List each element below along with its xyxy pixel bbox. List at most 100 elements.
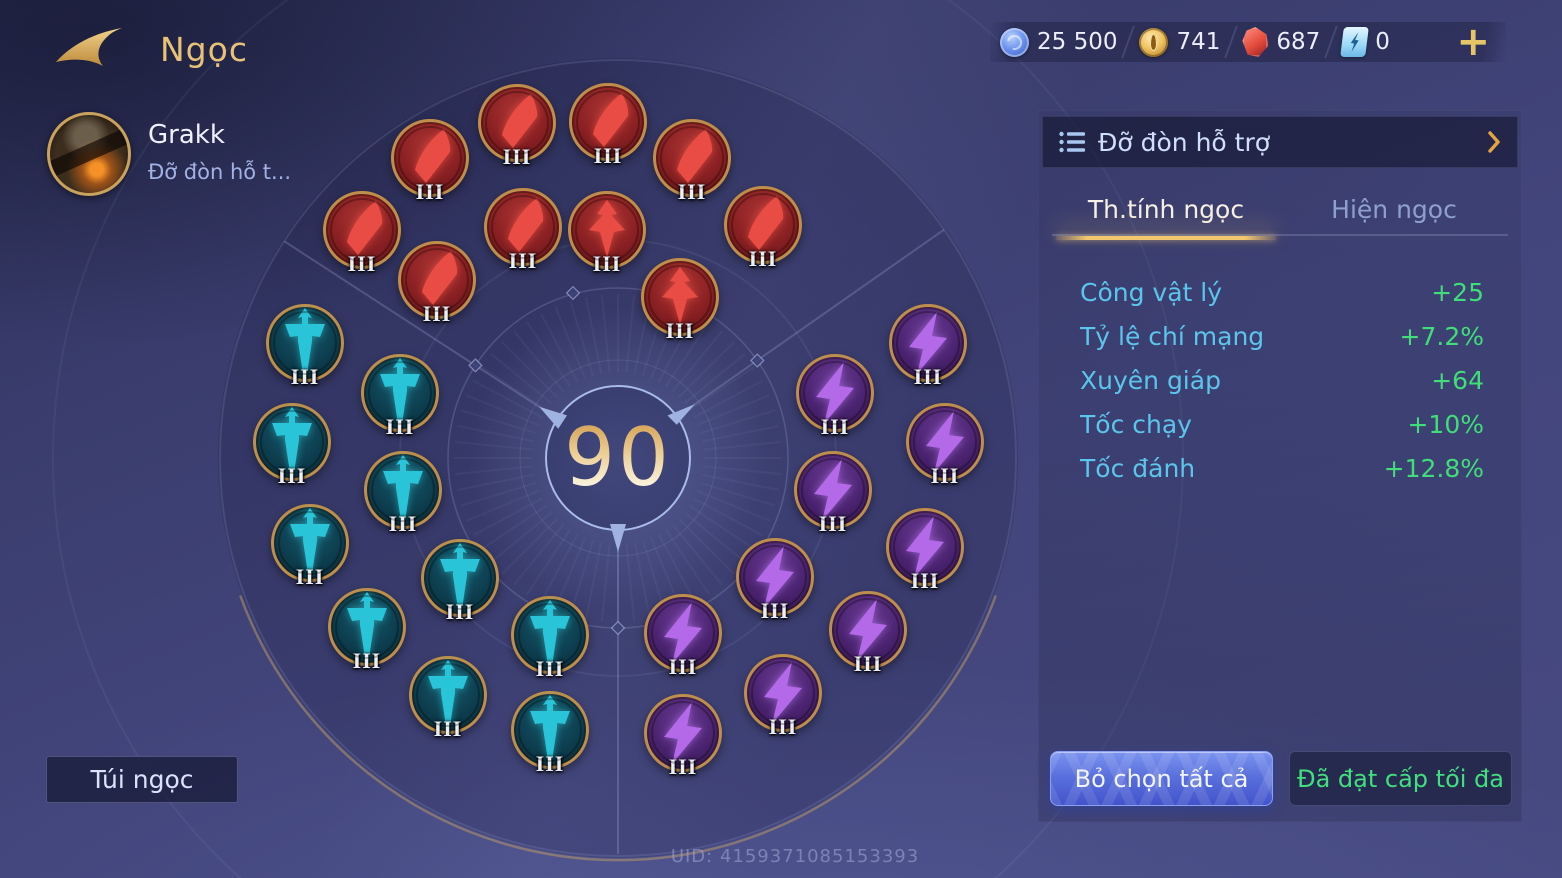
gem-level-label: III (502, 144, 532, 169)
rune-panel: Đỡ đòn hỗ trợ Th.tính ngọc Hiện ngọc Côn… (1038, 110, 1522, 822)
stats-list: Công vật lý +25 Tỷ lệ chí mạng +7.2% Xuy… (1080, 270, 1484, 490)
stat-value: +10% (1407, 409, 1484, 439)
back-button[interactable] (50, 24, 128, 72)
gem-purple[interactable]: III (906, 403, 984, 488)
jagged-icon (589, 200, 625, 258)
deselect-all-button[interactable]: Bỏ chọn tất cả (1050, 751, 1273, 806)
gem-level-label: III (433, 716, 463, 741)
gem-level-label: III (277, 463, 307, 488)
gem-red[interactable]: III (569, 83, 647, 168)
stat-row: Tốc đánh +12.8% (1080, 446, 1484, 490)
bolt-icon (664, 702, 702, 764)
gem-level-label: III (388, 511, 418, 536)
bolt-icon (926, 411, 964, 473)
total-rune-level: 90 (564, 411, 672, 504)
gem-red[interactable]: III (641, 258, 719, 343)
gem-purple[interactable]: III (829, 591, 907, 676)
gem-teal[interactable]: III (271, 504, 349, 589)
gem-red[interactable]: III (323, 191, 401, 276)
gem-level-label: III (677, 179, 707, 204)
tab-label: Th.tính ngọc (1087, 195, 1245, 224)
gem-level-label: III (768, 714, 798, 739)
gem-teal[interactable]: III (421, 539, 499, 624)
gem-red[interactable]: III (568, 191, 646, 276)
add-currency-button[interactable]: + (1456, 19, 1490, 65)
currency-value: 0 (1375, 29, 1390, 55)
gem-teal[interactable]: III (364, 451, 442, 536)
gem-teal[interactable]: III (253, 403, 331, 488)
gem-level-label: III (930, 463, 960, 488)
stat-row: Công vật lý +25 (1080, 270, 1484, 314)
gem-red[interactable]: III (478, 84, 556, 169)
gem-purple[interactable]: III (744, 654, 822, 739)
currency-value: 741 (1176, 29, 1221, 55)
gem-red[interactable]: III (391, 119, 469, 204)
gem-level-label: III (445, 599, 475, 624)
rune-set-selector[interactable]: Đỡ đòn hỗ trợ (1042, 116, 1518, 168)
hero-avatar[interactable] (47, 112, 131, 196)
blue-ticket-icon (1340, 27, 1370, 57)
sword-icon (285, 308, 325, 379)
stat-value: +7.2% (1399, 321, 1484, 351)
gem-purple[interactable]: III (644, 594, 722, 679)
list-icon (1059, 131, 1085, 153)
page-title: Ngọc (160, 30, 248, 69)
gem-purple[interactable]: III (644, 694, 722, 779)
sword-icon (530, 600, 570, 671)
gem-purple[interactable]: III (736, 538, 814, 623)
sword-icon (380, 358, 420, 429)
gem-purple[interactable]: III (889, 304, 967, 389)
gem-level-label: III (593, 143, 623, 168)
bolt-icon (906, 516, 944, 578)
max-level-button[interactable]: Đã đạt cấp tối đa (1289, 751, 1512, 806)
currency-gold-coin[interactable]: 741 (1129, 27, 1230, 57)
gem-level-label: III (508, 248, 538, 273)
tabs-divider (1052, 234, 1508, 236)
currency-red-gem[interactable]: 687 (1232, 27, 1330, 57)
gem-level-label: III (352, 648, 382, 673)
currency-blue-ticket[interactable]: 0 (1332, 27, 1400, 57)
gem-teal[interactable]: III (266, 304, 344, 389)
gem-level-label: III (853, 651, 883, 676)
chevron-right-icon (1488, 131, 1500, 153)
gem-level-label: III (913, 364, 943, 389)
gem-purple[interactable]: III (796, 354, 874, 439)
active-tab-underline (1056, 236, 1276, 240)
gem-level-label: III (347, 251, 377, 276)
rune-level-hub: 90 (518, 358, 718, 558)
rune-bag-button[interactable]: Túi ngọc (46, 756, 238, 803)
gem-teal[interactable]: III (511, 691, 589, 776)
gem-purple[interactable]: III (794, 451, 872, 536)
tab-rune-display[interactable]: Hiện ngọc (1280, 186, 1508, 238)
gem-teal[interactable]: III (409, 656, 487, 741)
bolt-icon (764, 662, 802, 724)
bolt-icon (756, 546, 794, 608)
bolt-icon (816, 362, 854, 424)
gem-level-label: III (818, 511, 848, 536)
bolt-icon (814, 459, 852, 521)
stat-label: Tỷ lệ chí mạng (1080, 321, 1265, 351)
rune-set-name: Đỡ đòn hỗ trợ (1098, 127, 1271, 157)
back-arrow-icon (56, 28, 122, 66)
tab-rune-stats[interactable]: Th.tính ngọc (1052, 186, 1280, 240)
gem-teal[interactable]: III (511, 596, 589, 681)
sword-icon (347, 592, 387, 663)
gem-level-label: III (535, 751, 565, 776)
sword-icon (440, 543, 480, 614)
gem-red[interactable]: III (484, 188, 562, 273)
blade-icon (593, 93, 629, 147)
gem-teal[interactable]: III (328, 588, 406, 673)
tab-label: Hiện ngọc (1331, 195, 1457, 224)
hero-build-label: Đỡ đòn hỗ t... (148, 160, 292, 184)
red-gem-icon (1242, 27, 1269, 57)
currency-blue-coin[interactable]: 25 500 (990, 27, 1127, 57)
bolt-icon (849, 599, 887, 661)
gem-red[interactable]: III (398, 241, 476, 326)
gem-red[interactable]: III (724, 186, 802, 271)
gem-red[interactable]: III (653, 119, 731, 204)
gem-purple[interactable]: III (886, 508, 964, 593)
gold-coin-icon (1139, 27, 1169, 57)
gem-teal[interactable]: III (361, 354, 439, 439)
currency-value: 687 (1276, 29, 1321, 55)
